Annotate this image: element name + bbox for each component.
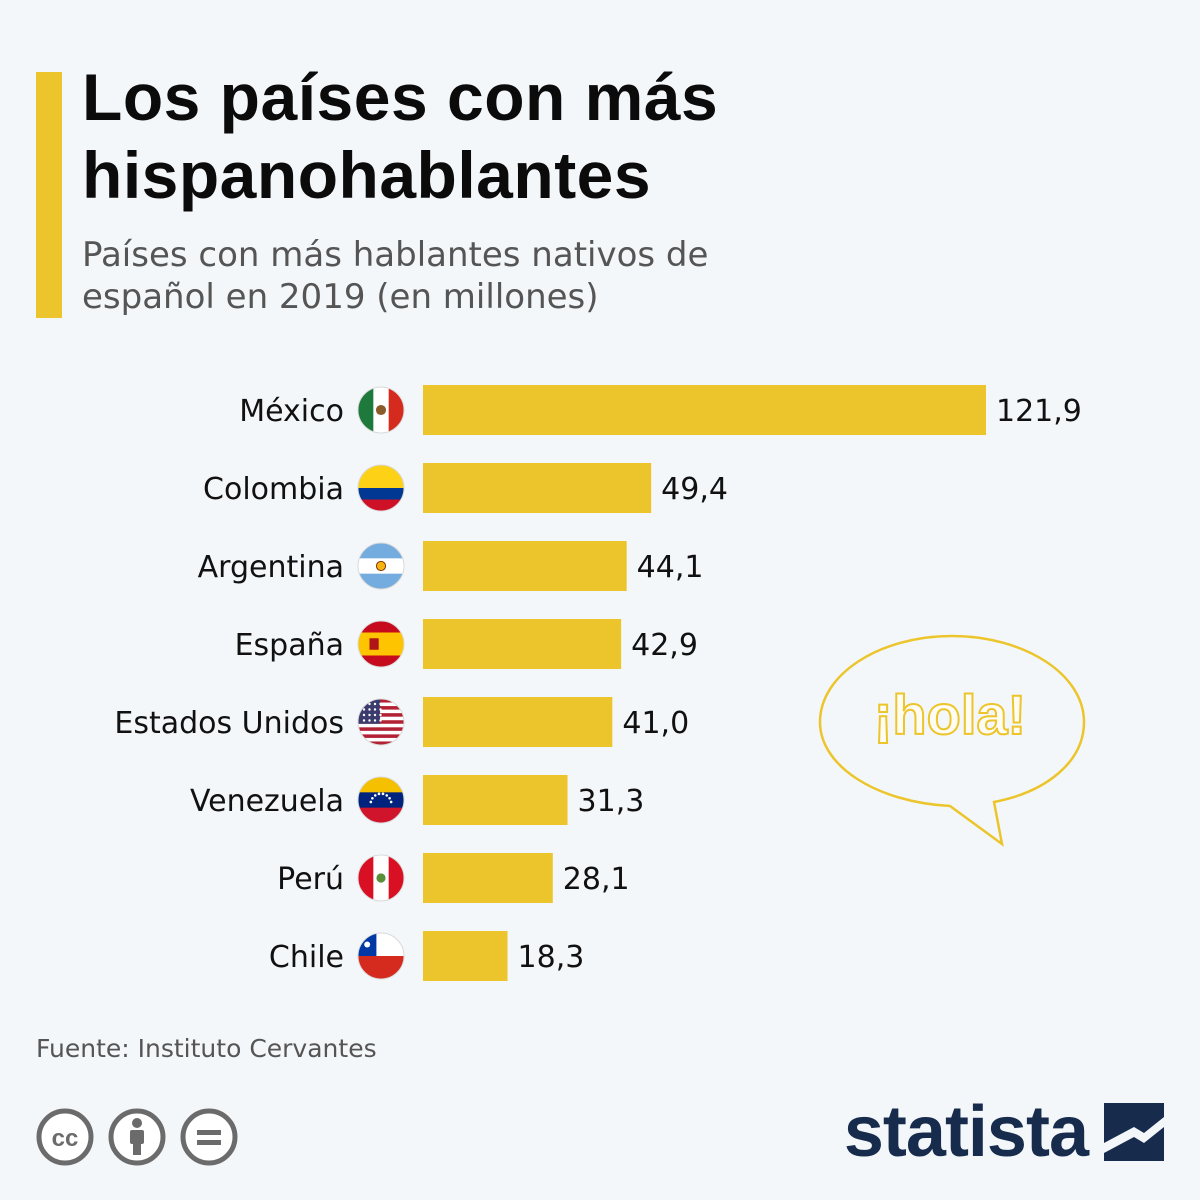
category-label: Colombia bbox=[203, 472, 344, 507]
bar bbox=[423, 931, 508, 981]
bar bbox=[423, 697, 613, 747]
bar-row: México 121,9 bbox=[239, 385, 1082, 435]
license-icons: cc bbox=[36, 1108, 238, 1166]
category-label: Perú bbox=[277, 862, 344, 897]
chile-flag-icon bbox=[357, 932, 405, 980]
cc-icon[interactable]: cc bbox=[36, 1108, 94, 1166]
venezuela-flag-icon bbox=[357, 776, 405, 824]
statista-brand[interactable]: statista bbox=[844, 1092, 1164, 1172]
spain-flag-icon bbox=[357, 620, 405, 668]
bar-row: España 42,9 bbox=[235, 619, 698, 669]
value-label: 41,0 bbox=[622, 706, 689, 741]
bar-row: Estados Unidos 41,0 bbox=[114, 697, 689, 747]
bar bbox=[423, 463, 652, 513]
category-label: Estados Unidos bbox=[114, 706, 344, 741]
category-label: Argentina bbox=[198, 550, 344, 585]
category-label: Venezuela bbox=[190, 784, 344, 819]
bar-chart: México 121,9 Colombia 49,4 Argentina 44,1 Espa… bbox=[114, 385, 1082, 981]
colombia-flag-icon bbox=[357, 464, 405, 512]
bar-row: Venezuela 31,3 bbox=[190, 775, 644, 825]
bar-row: Chile 18,3 bbox=[269, 931, 584, 981]
source-note: Fuente: Instituto Cervantes bbox=[36, 1034, 377, 1063]
category-label: España bbox=[235, 628, 344, 663]
argentina-flag-icon bbox=[357, 542, 405, 590]
category-label: México bbox=[239, 394, 344, 429]
value-label: 44,1 bbox=[637, 550, 704, 585]
value-label: 121,9 bbox=[996, 394, 1082, 429]
speech-bubble: ¡hola! bbox=[818, 634, 1086, 847]
bar bbox=[423, 385, 986, 435]
bar bbox=[423, 853, 553, 903]
page-title: Los países con más hispanohablantes bbox=[82, 60, 719, 212]
attribution-icon[interactable] bbox=[108, 1108, 166, 1166]
category-label: Chile bbox=[269, 940, 344, 975]
bar-row: Argentina 44,1 bbox=[198, 541, 704, 591]
value-label: 49,4 bbox=[661, 472, 728, 507]
value-label: 28,1 bbox=[563, 862, 630, 897]
bar bbox=[423, 619, 622, 669]
chart-subtitle: Países con más hablantes nativos de espa… bbox=[82, 235, 709, 317]
value-label: 31,3 bbox=[578, 784, 645, 819]
usa-flag-icon bbox=[357, 698, 405, 746]
bar bbox=[423, 541, 627, 591]
accent-bar bbox=[36, 72, 62, 318]
bubble-text: ¡hola! bbox=[874, 683, 1026, 746]
bar-row: Colombia 49,4 bbox=[203, 463, 728, 513]
bar bbox=[423, 775, 568, 825]
bar-row: Perú 28,1 bbox=[277, 853, 630, 903]
statista-logo-icon bbox=[1104, 1103, 1164, 1161]
no-derivatives-icon[interactable] bbox=[180, 1108, 238, 1166]
brand-name: statista bbox=[843, 1092, 1089, 1172]
mexico-flag-icon bbox=[357, 386, 405, 434]
svg-text:cc: cc bbox=[52, 1125, 79, 1152]
value-label: 18,3 bbox=[518, 940, 585, 975]
value-label: 42,9 bbox=[631, 628, 698, 663]
peru-flag-icon bbox=[357, 854, 405, 902]
